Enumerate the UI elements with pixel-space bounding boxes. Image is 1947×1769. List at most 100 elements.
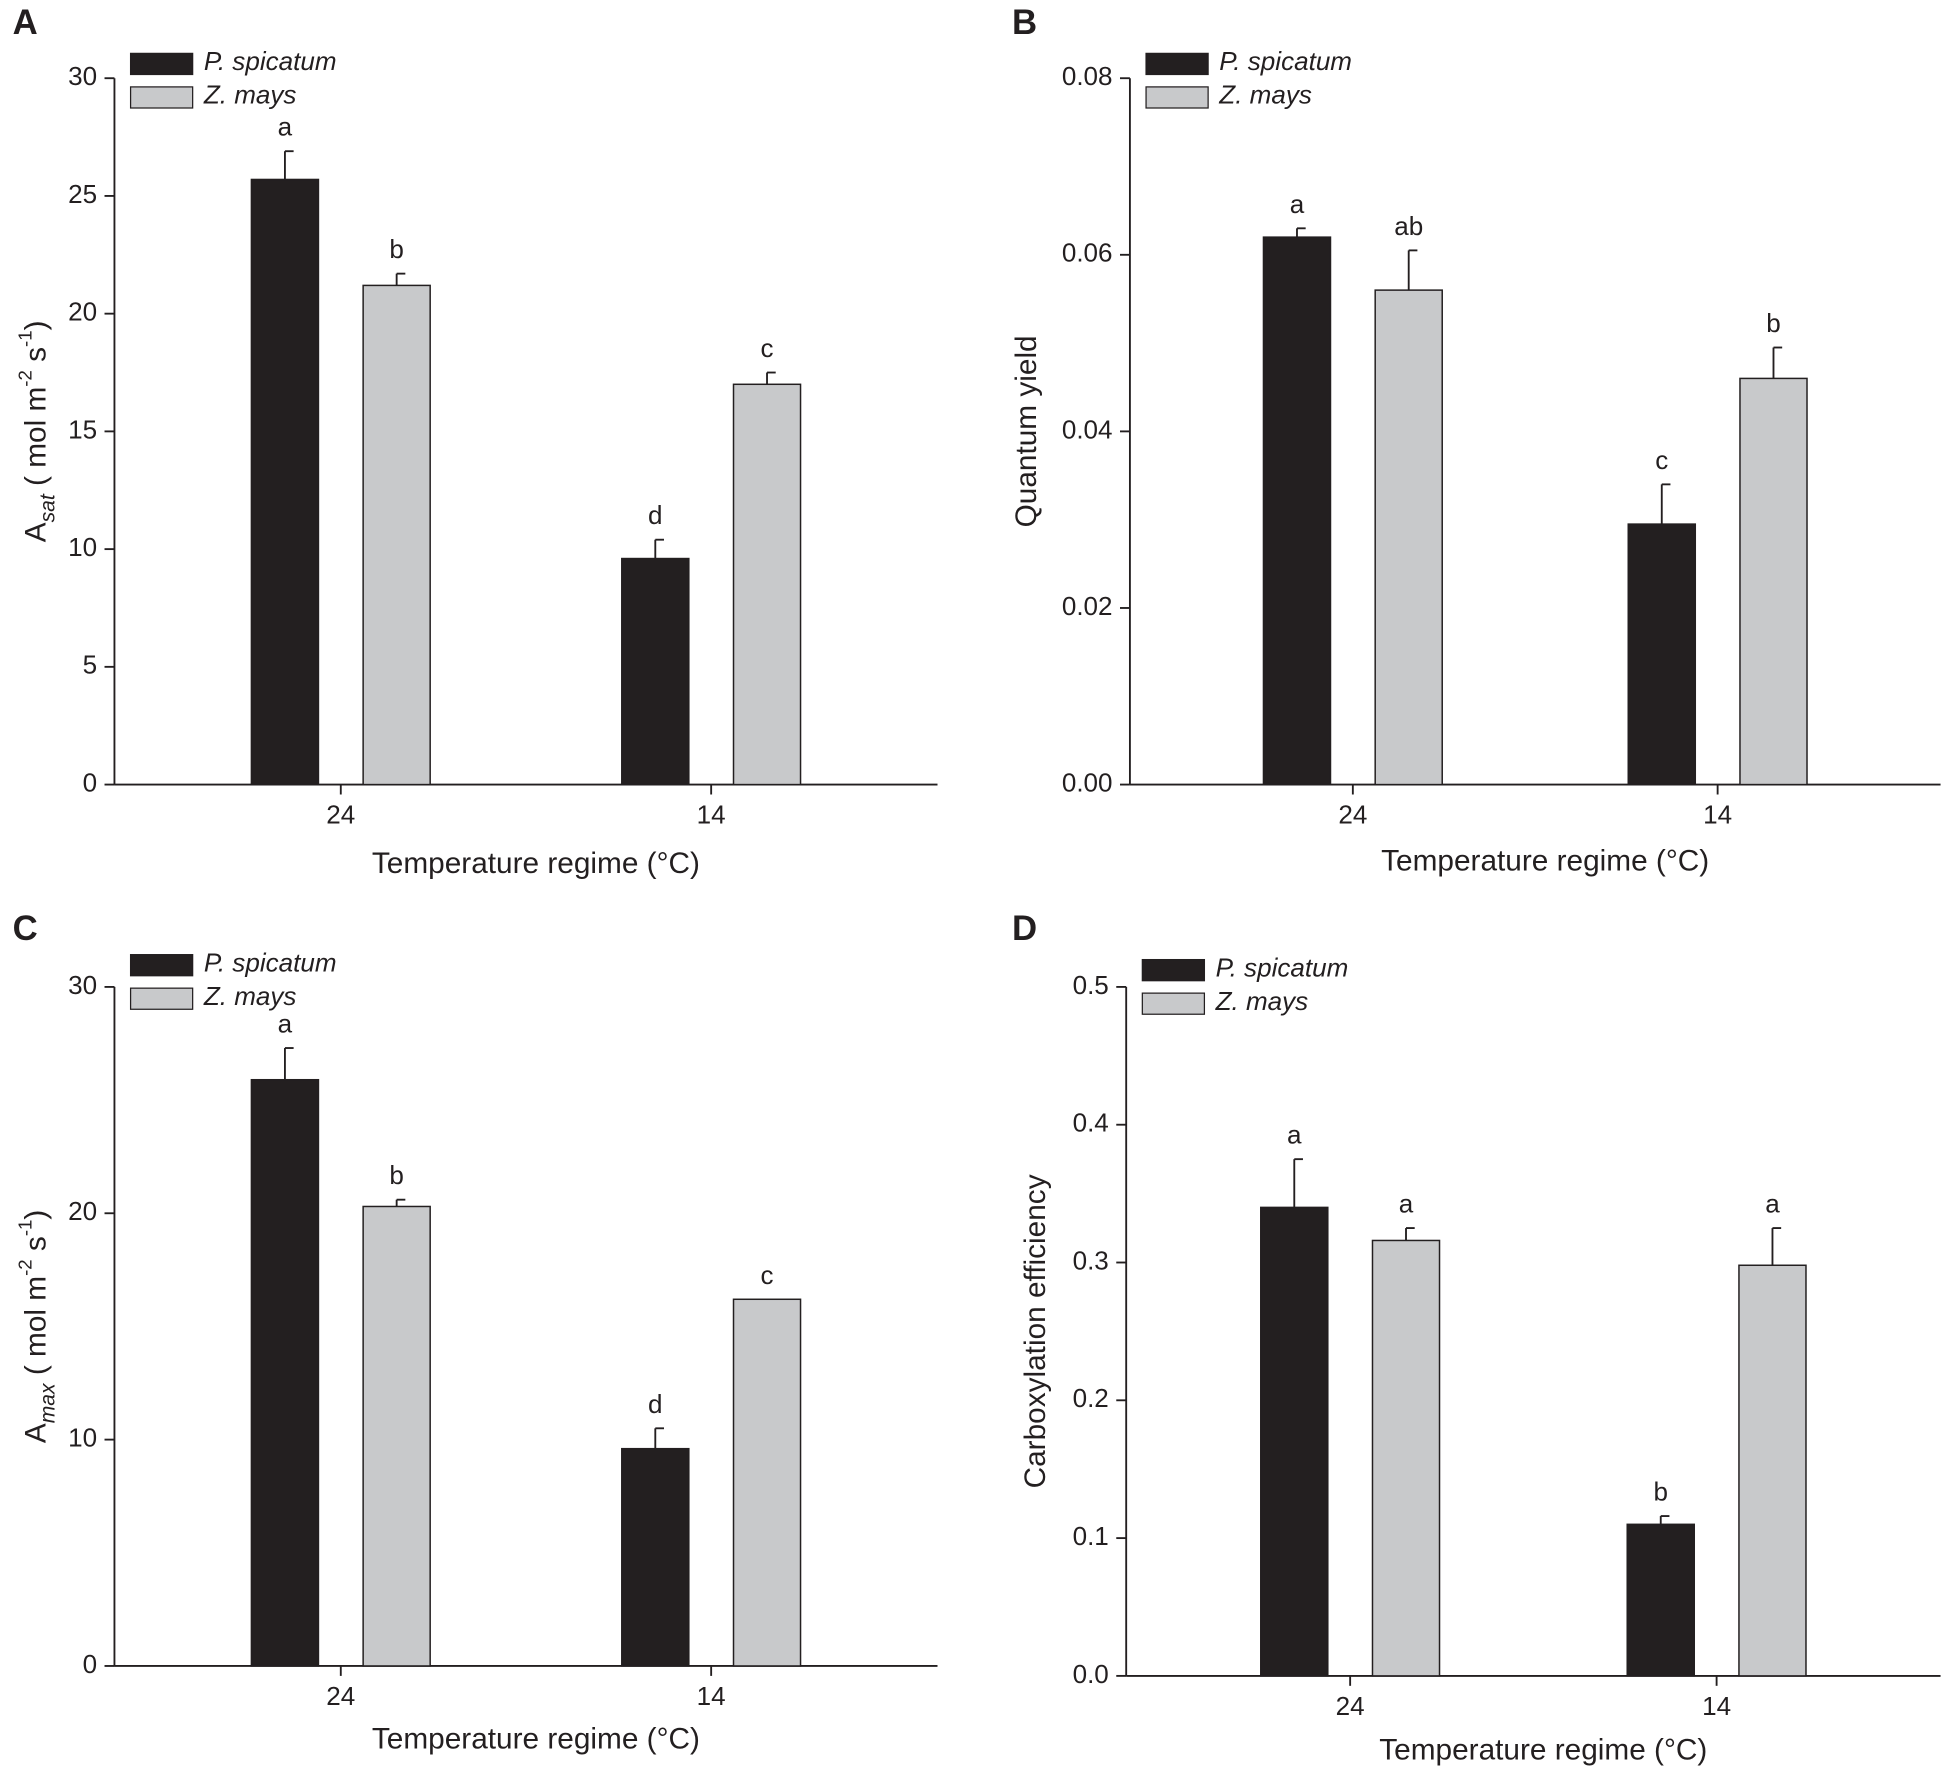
significance-letter: a — [1290, 189, 1305, 219]
x-tick-label: 24 — [326, 1681, 355, 1711]
panel-label: C — [13, 910, 38, 948]
y-axis-title-part: s — [19, 347, 52, 370]
bar — [621, 1447, 690, 1667]
significance-letter: b — [1766, 308, 1781, 338]
bar — [362, 284, 431, 786]
bar — [250, 178, 320, 786]
significance-letter: a — [1287, 1120, 1302, 1150]
y-tick-label: 0 — [83, 767, 98, 797]
legend-label: P. spicatum — [1216, 952, 1349, 982]
y-axis-title-part: A — [19, 522, 52, 542]
y-axis-title: Asat ( mol m-2 s-1) — [15, 321, 60, 543]
legend-label: Z. mays — [1215, 986, 1309, 1016]
y-axis-title-part: sat — [37, 493, 60, 522]
panel-label: D — [1012, 910, 1037, 948]
x-axis-title: Temperature regime (°C) — [372, 1722, 700, 1755]
bar — [1260, 1206, 1329, 1677]
legend-label: Z. mays — [203, 981, 297, 1011]
significance-letter: a — [278, 1009, 293, 1039]
x-axis-title: Temperature regime (°C) — [372, 847, 700, 880]
bar — [1627, 523, 1697, 786]
y-axis-title-part: ) — [19, 321, 52, 331]
legend-swatch — [1145, 86, 1209, 109]
panel: C 0 10 20 30 Amax ( mol m-2 s-1) Temperature r… — [13, 910, 938, 1755]
legend-label: P. spicatum — [204, 46, 337, 76]
y-tick-label: 0.08 — [1062, 61, 1113, 91]
significance-letter: c — [761, 1260, 774, 1290]
panel-label: A — [13, 4, 38, 42]
y-axis-title: Carboxylation efficiency — [1019, 1174, 1052, 1488]
x-axis-title: Temperature regime (°C) — [1379, 1733, 1707, 1766]
y-tick-label: 0.5 — [1073, 970, 1109, 1000]
y-tick-label: 20 — [68, 297, 97, 327]
y-tick-label: 0.1 — [1073, 1521, 1109, 1551]
panel: D 0.0 0.1 0.2 0.3 0.4 0.5 Carboxylation efficie… — [1012, 910, 1941, 1766]
bar — [1626, 1523, 1696, 1677]
y-tick-label: 25 — [68, 179, 97, 209]
y-axis-title-part: A — [19, 1423, 52, 1443]
significance-letter: c — [761, 333, 774, 363]
legend-label: Z. mays — [1218, 80, 1312, 110]
x-tick-label: 14 — [1703, 800, 1732, 830]
bar — [621, 557, 690, 786]
y-axis-title-part: -2 — [15, 1259, 36, 1276]
legend-swatch — [129, 987, 194, 1010]
legend-swatch — [129, 954, 194, 977]
y-tick-label: 30 — [68, 61, 97, 91]
y-tick-label: 5 — [83, 650, 98, 680]
bar — [1738, 1264, 1807, 1677]
panel-label: B — [1012, 4, 1037, 42]
x-tick-label: 14 — [1702, 1691, 1731, 1721]
y-axis-title-part: -2 — [15, 370, 36, 387]
significance-letter: b — [389, 234, 404, 264]
significance-letter: ab — [1394, 211, 1423, 241]
legend-swatch — [1145, 52, 1209, 76]
y-tick-label: 20 — [68, 1196, 97, 1226]
y-tick-label: 0.06 — [1062, 238, 1113, 268]
legend-label: Z. mays — [203, 80, 297, 110]
x-tick-label: 14 — [697, 1681, 726, 1711]
y-tick-label: 0.0 — [1073, 1659, 1109, 1689]
y-tick-label: 0.02 — [1062, 591, 1113, 621]
y-tick-label: 0 — [83, 1649, 98, 1679]
y-axis-title-part: Quantum yield — [1010, 335, 1043, 527]
y-axis-title-part: max — [37, 1382, 60, 1423]
legend-label: P. spicatum — [1219, 46, 1352, 76]
x-tick-label: 24 — [1338, 800, 1367, 830]
significance-letter: a — [278, 112, 293, 142]
y-axis-title-part: ( mol m — [19, 1276, 52, 1384]
x-tick-label: 24 — [326, 800, 355, 830]
y-axis-title: Quantum yield — [1010, 335, 1043, 527]
bar — [1371, 1239, 1441, 1677]
legend-swatch — [1141, 992, 1206, 1015]
legend-swatch — [129, 52, 194, 76]
y-tick-label: 0.00 — [1062, 767, 1113, 797]
legend-swatch — [1141, 958, 1206, 982]
y-tick-label: 0.04 — [1062, 414, 1113, 444]
bar — [732, 383, 802, 786]
y-tick-label: 10 — [68, 532, 97, 562]
significance-letter: b — [1653, 1477, 1667, 1507]
y-axis-title-part: s — [19, 1236, 52, 1259]
significance-letter: c — [1655, 445, 1668, 475]
y-axis-title-part: -1 — [15, 330, 36, 347]
significance-letter: b — [389, 1160, 404, 1190]
y-axis-title-part: ( mol m — [19, 387, 52, 495]
panel: A 0 5 10 15 20 25 30 Asat ( mol m-2 s-1) Temperat… — [13, 4, 938, 880]
y-axis-title-part: Carboxylation efficiency — [1019, 1174, 1052, 1488]
bar — [1262, 236, 1332, 786]
bar — [250, 1078, 320, 1667]
legend-swatch — [129, 86, 194, 109]
bar — [1374, 289, 1443, 786]
y-axis-title-part: -1 — [15, 1220, 36, 1237]
legend-label: P. spicatum — [204, 947, 337, 977]
bar — [362, 1205, 431, 1667]
y-axis-title: Amax ( mol m-2 s-1) — [15, 1210, 60, 1443]
panel: B 0.00 0.02 0.04 0.06 0.08 Quantum yield Temper… — [1010, 4, 1941, 878]
x-tick-label: 24 — [1336, 1691, 1365, 1721]
significance-letter: d — [648, 500, 663, 530]
y-axis-title-part: ) — [19, 1210, 52, 1220]
y-tick-label: 10 — [68, 1423, 97, 1453]
y-tick-label: 30 — [68, 970, 97, 1000]
